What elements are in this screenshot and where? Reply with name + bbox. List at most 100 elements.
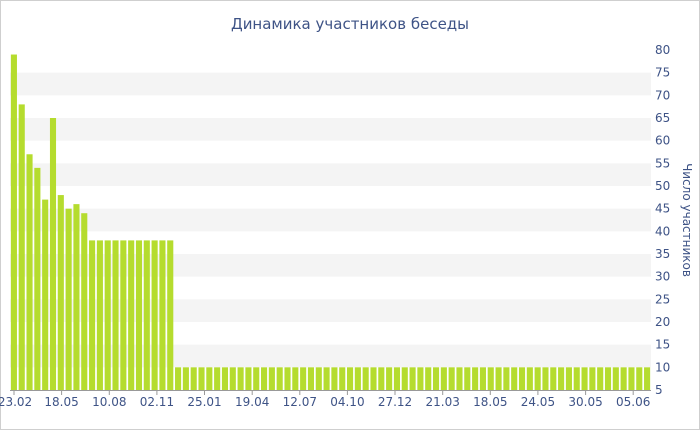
bar[interactable] — [198, 367, 205, 390]
x-tick-label: 12.07 — [283, 395, 317, 409]
grid-band — [10, 208, 651, 232]
y-tick-label: 25 — [655, 292, 670, 306]
bar[interactable] — [479, 367, 486, 390]
bar[interactable] — [151, 240, 158, 390]
bar[interactable] — [120, 240, 127, 390]
bar[interactable] — [425, 367, 432, 390]
bar[interactable] — [331, 367, 338, 390]
bar[interactable] — [159, 240, 166, 390]
bar[interactable] — [518, 367, 526, 390]
bar[interactable] — [206, 367, 213, 390]
bar[interactable] — [440, 367, 447, 390]
x-tick-label: 10.08 — [92, 395, 126, 409]
bar[interactable] — [128, 240, 135, 390]
bar[interactable] — [503, 367, 510, 390]
bar[interactable] — [112, 240, 119, 390]
bar[interactable] — [253, 367, 260, 390]
bar[interactable] — [511, 367, 518, 390]
bar[interactable] — [104, 240, 111, 390]
bar[interactable] — [57, 195, 64, 390]
bar[interactable] — [73, 204, 80, 390]
bar[interactable] — [628, 367, 635, 390]
bar[interactable] — [542, 367, 549, 390]
bar[interactable] — [89, 240, 96, 390]
y-tick-label: 20 — [655, 315, 670, 329]
bar[interactable] — [636, 367, 643, 390]
bar[interactable] — [18, 104, 25, 391]
y-tick-label: 30 — [655, 270, 670, 284]
bar[interactable] — [261, 367, 268, 390]
grid-band — [10, 118, 651, 141]
bar[interactable] — [42, 199, 49, 390]
bar[interactable] — [339, 367, 346, 390]
y-axis-ticks: 5 10 15 20 25 30 35 40 45 50 55 60 65 70 75 80 — [655, 43, 670, 397]
bar[interactable] — [143, 240, 150, 390]
bar[interactable] — [448, 367, 455, 390]
bar[interactable] — [245, 367, 252, 390]
bar[interactable] — [362, 367, 369, 390]
bar[interactable] — [237, 367, 244, 390]
bar[interactable] — [175, 367, 182, 390]
bar[interactable] — [323, 367, 330, 390]
x-tick-label: 19.04 — [235, 395, 269, 409]
bar[interactable] — [292, 367, 299, 390]
bar[interactable] — [182, 367, 189, 390]
bar[interactable] — [300, 367, 307, 390]
bar[interactable] — [620, 367, 627, 390]
bar[interactable] — [190, 367, 197, 390]
bar[interactable] — [81, 213, 88, 390]
bar[interactable] — [495, 367, 502, 390]
bar[interactable] — [49, 118, 57, 390]
bar[interactable] — [386, 367, 393, 390]
bar[interactable] — [284, 367, 291, 390]
bar[interactable] — [526, 367, 533, 390]
bar[interactable] — [96, 240, 103, 390]
bar[interactable] — [276, 367, 283, 390]
bar[interactable] — [456, 367, 463, 390]
x-tick-label: 18.05 — [44, 395, 78, 409]
bar[interactable] — [432, 367, 440, 390]
bar[interactable] — [558, 367, 565, 390]
y-tick-label: 5 — [655, 383, 663, 397]
bar[interactable] — [409, 367, 416, 390]
bar[interactable] — [135, 240, 143, 390]
bar[interactable] — [550, 367, 557, 390]
bar[interactable] — [464, 367, 471, 390]
bar[interactable] — [472, 367, 479, 390]
bar[interactable] — [393, 367, 400, 390]
bar[interactable] — [26, 154, 33, 390]
bar[interactable] — [644, 367, 651, 390]
bar[interactable] — [315, 367, 322, 390]
y-tick-label: 60 — [655, 134, 670, 148]
bar[interactable] — [581, 367, 588, 390]
bar[interactable] — [214, 367, 221, 390]
bar[interactable] — [378, 367, 385, 390]
bar[interactable] — [401, 367, 408, 390]
bar[interactable] — [307, 367, 315, 390]
x-tick-label: 04.10 — [330, 395, 364, 409]
bar[interactable] — [534, 367, 541, 390]
bar[interactable] — [565, 367, 572, 390]
y-tick-label: 35 — [655, 247, 670, 261]
bar[interactable] — [221, 367, 229, 390]
bar[interactable] — [10, 54, 17, 390]
x-tick-label: 25.01 — [187, 395, 221, 409]
bar[interactable] — [354, 367, 361, 390]
bar[interactable] — [597, 367, 604, 390]
bar[interactable] — [65, 208, 72, 390]
bar[interactable] — [487, 367, 494, 390]
bar[interactable] — [612, 367, 619, 390]
x-tick-label: 30.05 — [568, 395, 602, 409]
bar[interactable] — [573, 367, 580, 390]
bar[interactable] — [589, 367, 596, 390]
bar[interactable] — [229, 367, 236, 390]
bar[interactable] — [34, 167, 41, 390]
y-tick-label: 50 — [655, 179, 670, 193]
bar[interactable] — [417, 367, 424, 390]
bar[interactable] — [167, 240, 174, 390]
bar[interactable] — [370, 367, 377, 390]
bar[interactable] — [346, 367, 354, 390]
bar[interactable] — [604, 367, 612, 390]
bar[interactable] — [268, 367, 275, 390]
